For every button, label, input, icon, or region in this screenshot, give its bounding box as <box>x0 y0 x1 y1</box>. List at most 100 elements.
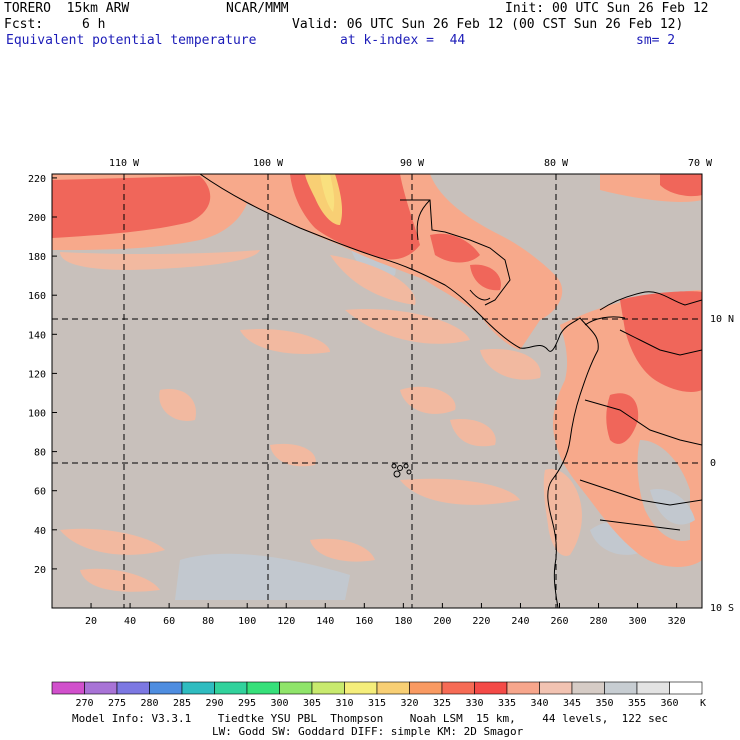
warm-patch <box>159 389 196 421</box>
lon-label: 90 W <box>400 158 425 169</box>
forecast-label: Fcst: <box>4 17 44 32</box>
land-hotter-spot <box>320 174 335 212</box>
x-tick-label: 40 <box>124 616 136 627</box>
smoothing-value: sm= 2 <box>636 33 676 48</box>
colorbar-label: 305 <box>303 698 321 709</box>
warm-core <box>52 176 211 238</box>
level-index: at k-index = 44 <box>340 33 466 48</box>
model-info-line1: Model Info: V3.3.1 Tiedtke YSU PBL Thomp… <box>72 712 669 725</box>
colorbar-swatch <box>214 681 248 695</box>
forecast-hour: 6 h <box>82 17 106 32</box>
colorbar-label: 315 <box>368 698 386 709</box>
galapagos-islands <box>391 463 412 478</box>
model-info-line2: LW: Godd SW: Goddard DIFF: simple KM: 2D… <box>212 725 524 738</box>
lat-label: 10 N <box>710 314 734 325</box>
colorbar-label: 280 <box>140 698 158 709</box>
x-tick-label: 180 <box>394 616 412 627</box>
colorbar-swatch <box>669 681 703 695</box>
colorbar-swatch <box>246 681 280 695</box>
lat-label: 10 S <box>710 603 734 614</box>
colorbar-label: 335 <box>498 698 516 709</box>
colorbar-label: 350 <box>595 698 613 709</box>
x-tick-label: 220 <box>472 616 490 627</box>
x-tick-label: 160 <box>355 616 373 627</box>
x-tick-label: 60 <box>163 616 175 627</box>
y-tick-label: 200 <box>28 213 46 224</box>
y-tick-label: 60 <box>34 487 46 498</box>
warm-band <box>60 250 260 270</box>
colorbar-swatch <box>409 681 443 695</box>
colorbar-swatch <box>474 681 508 695</box>
warm-patch <box>480 349 541 380</box>
colorbar-swatch <box>311 681 345 695</box>
organization: NCAR/MMM <box>226 1 289 16</box>
land-warm <box>200 174 563 350</box>
x-tick-label: 200 <box>433 616 451 627</box>
colorbar-label: 320 <box>400 698 418 709</box>
land-warm-core <box>430 233 480 263</box>
lon-label: 70 W <box>688 158 713 169</box>
x-tick-label: 260 <box>550 616 568 627</box>
x-tick-label: 280 <box>590 616 608 627</box>
colorbar-label: 295 <box>238 698 256 709</box>
x-tick-label: 100 <box>238 616 256 627</box>
colorbar-swatch <box>51 681 85 695</box>
y-tick-label: 160 <box>28 291 46 302</box>
colorbar-label: 360 <box>660 698 678 709</box>
y-tick-label: 40 <box>34 526 46 537</box>
y-tick-label: 20 <box>34 565 46 576</box>
lon-label: 100 W <box>253 158 284 169</box>
colorbar-label: 270 <box>75 698 93 709</box>
y-axis-ticks: 20 40 60 80 100 120 140 160 180 200 220 <box>28 174 57 576</box>
colorbar: 270 275 280 285 290 295 300 305 310 315 320 325 330 3… <box>51 681 706 709</box>
land-warm-core <box>470 264 501 291</box>
colorbar-label: 355 <box>628 698 646 709</box>
model-name: TORERO 15km ARW <box>4 1 130 16</box>
temperature-field <box>52 174 702 600</box>
colorbar-swatch <box>344 681 378 695</box>
graticule <box>52 174 702 608</box>
colorbar-label: 345 <box>563 698 581 709</box>
valid-time: Valid: 06 UTC Sun 26 Feb 12 (00 CST Sun … <box>292 17 684 32</box>
lon-label: 80 W <box>544 158 569 169</box>
y-tick-label: 120 <box>28 369 46 380</box>
warm-patch <box>345 309 470 344</box>
colorbar-swatch <box>604 681 638 695</box>
colorbar-swatch <box>376 681 410 695</box>
cool-patch <box>175 553 350 600</box>
colorbar-swatch <box>84 681 118 695</box>
cool-patch <box>650 489 695 525</box>
y-tick-label: 140 <box>28 330 46 341</box>
y-tick-label: 180 <box>28 252 46 263</box>
y-tick-label: 220 <box>28 174 46 185</box>
y-tick-label: 100 <box>28 409 46 420</box>
warm-patch <box>310 538 375 562</box>
land-warm <box>543 469 582 556</box>
warm-patch <box>80 568 160 592</box>
land-warm-core <box>660 174 702 197</box>
field-name: Equivalent potential temperature <box>6 33 257 48</box>
x-tick-label: 240 <box>511 616 529 627</box>
warm-patch <box>400 478 520 505</box>
colorbar-swatch <box>181 681 215 695</box>
land-warm-core <box>606 393 639 444</box>
colorbar-swatch <box>279 681 313 695</box>
colorbar-label: 275 <box>108 698 126 709</box>
colorbar-unit: K <box>700 698 706 709</box>
x-tick-label: 320 <box>668 616 686 627</box>
colorbar-swatch <box>441 681 475 695</box>
y-tick-label: 80 <box>34 448 46 459</box>
colorbar-label: 285 <box>173 698 191 709</box>
colorbar-swatch <box>539 681 573 695</box>
x-tick-label: 140 <box>316 616 334 627</box>
colorbar-label: 290 <box>205 698 223 709</box>
colorbar-swatch <box>506 681 540 695</box>
lon-label: 110 W <box>109 158 140 169</box>
colorbar-swatch <box>116 681 150 695</box>
warm-patch <box>450 419 496 447</box>
colorbar-label: 325 <box>433 698 451 709</box>
warm-patch <box>270 443 316 467</box>
x-tick-label: 120 <box>277 616 295 627</box>
colorbar-label: 310 <box>335 698 353 709</box>
warm-patch <box>240 329 330 354</box>
